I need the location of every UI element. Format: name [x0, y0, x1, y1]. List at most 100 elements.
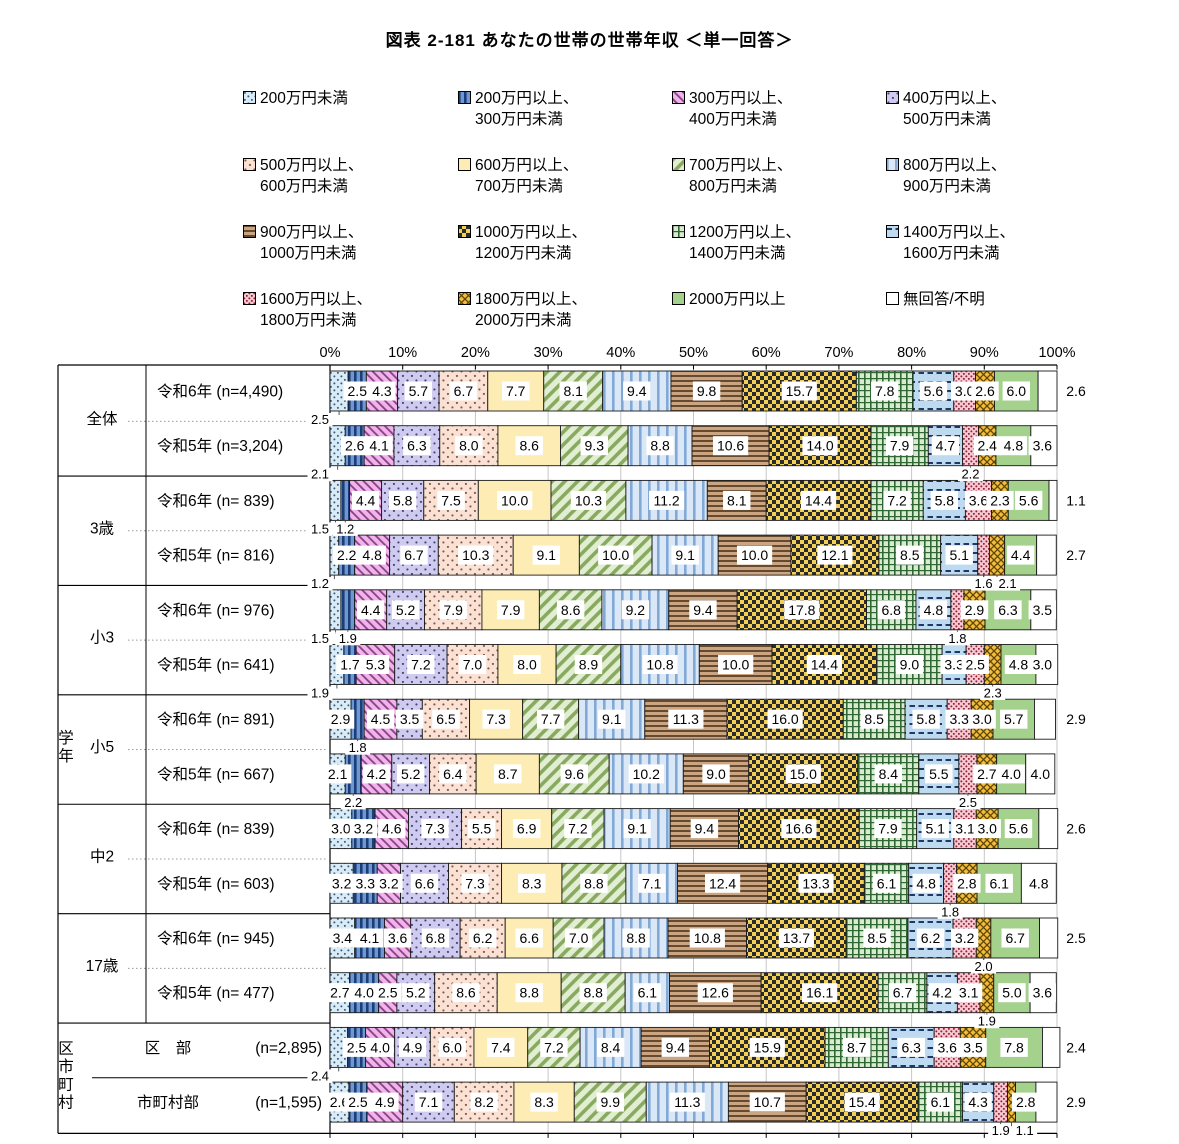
svg-text:1.9: 1.9 — [978, 1014, 996, 1029]
svg-text:12.4: 12.4 — [709, 875, 736, 891]
svg-text:3.0: 3.0 — [331, 821, 351, 837]
svg-text:50%: 50% — [679, 345, 708, 361]
svg-text:3歳: 3歳 — [90, 519, 114, 537]
svg-text:令和6年 (n=4,490): 令和6年 (n=4,490) — [157, 383, 283, 401]
legend-item: 1000万円以上、 1200万円未満 — [458, 222, 672, 264]
bar-segment — [1048, 479, 1058, 521]
svg-text:1.7: 1.7 — [340, 657, 360, 673]
svg-text:9.1: 9.1 — [537, 547, 557, 563]
svg-text:8.3: 8.3 — [522, 875, 542, 891]
svg-text:1.5: 1.5 — [311, 631, 329, 646]
svg-text:9.0: 9.0 — [900, 657, 920, 673]
bar-segment — [340, 589, 356, 631]
svg-text:4.0: 4.0 — [1031, 766, 1051, 782]
table-borders — [57, 364, 1058, 1138]
bar-segment — [1039, 917, 1059, 959]
svg-text:7.8: 7.8 — [1004, 1039, 1024, 1055]
svg-text:2.9: 2.9 — [1066, 1094, 1086, 1110]
svg-text:8.8: 8.8 — [626, 930, 646, 946]
svg-text:4.4: 4.4 — [361, 602, 381, 618]
bar-segment — [1036, 534, 1057, 576]
svg-text:13.7: 13.7 — [783, 930, 810, 946]
svg-text:4.8: 4.8 — [1004, 438, 1024, 454]
svg-text:2.1: 2.1 — [328, 766, 348, 782]
svg-text:8.6: 8.6 — [519, 438, 539, 454]
svg-text:9.4: 9.4 — [627, 383, 647, 399]
svg-text:8.3: 8.3 — [534, 1094, 554, 1110]
svg-text:9.1: 9.1 — [627, 821, 647, 837]
svg-text:6.2: 6.2 — [921, 930, 941, 946]
svg-text:17.8: 17.8 — [788, 602, 815, 618]
svg-text:10.3: 10.3 — [462, 547, 489, 563]
svg-text:7.7: 7.7 — [541, 711, 561, 727]
svg-text:3.4: 3.4 — [333, 930, 353, 946]
svg-text:3.1: 3.1 — [955, 821, 975, 837]
svg-text:10.8: 10.8 — [646, 657, 673, 673]
svg-text:9.8: 9.8 — [697, 383, 717, 399]
legend-item: 200万円以上、 300万円未満 — [458, 88, 672, 130]
svg-text:8.4: 8.4 — [601, 1039, 621, 1055]
svg-text:4.8: 4.8 — [916, 875, 936, 891]
legend-swatch-icon — [458, 91, 471, 104]
svg-text:9.9: 9.9 — [601, 1094, 621, 1110]
svg-text:3.5: 3.5 — [400, 711, 420, 727]
svg-text:13.3: 13.3 — [802, 875, 829, 891]
svg-text:6.3: 6.3 — [902, 1039, 922, 1055]
legend-label: 900万円以上、 1000万円未満 — [260, 224, 364, 262]
svg-text:3.6: 3.6 — [1033, 438, 1053, 454]
legend-item: 1800万円以上、 2000万円未満 — [458, 289, 672, 331]
bar-segment — [340, 479, 351, 521]
svg-text:5.8: 5.8 — [916, 711, 936, 727]
svg-text:町: 町 — [58, 1076, 74, 1093]
svg-text:10.8: 10.8 — [694, 930, 721, 946]
legend-item: 無回答/不明 — [886, 289, 1102, 331]
svg-text:1.9: 1.9 — [311, 686, 329, 701]
bar-segment — [329, 589, 342, 631]
legend-swatch-icon — [458, 292, 471, 305]
svg-text:1.9: 1.9 — [339, 631, 357, 646]
svg-text:5.6: 5.6 — [924, 383, 944, 399]
svg-text:7.0: 7.0 — [463, 657, 483, 673]
svg-text:3.0: 3.0 — [977, 821, 997, 837]
legend-item: 600万円以上、 700万円未満 — [458, 155, 672, 197]
svg-text:2.4: 2.4 — [977, 438, 997, 454]
svg-text:10%: 10% — [388, 345, 417, 361]
svg-text:3.5: 3.5 — [1033, 602, 1053, 618]
svg-text:5.6: 5.6 — [1009, 821, 1029, 837]
svg-text:6.3: 6.3 — [998, 602, 1018, 618]
svg-text:8.8: 8.8 — [583, 985, 603, 1001]
legend-item: 700万円以上、 800万円未満 — [672, 155, 886, 197]
svg-text:1.5: 1.5 — [311, 521, 329, 536]
legend-swatch-icon — [243, 91, 256, 104]
svg-text:9.3: 9.3 — [585, 438, 605, 454]
svg-text:小5: 小5 — [90, 738, 114, 756]
svg-text:2.4: 2.4 — [311, 1068, 329, 1083]
bar-segment — [907, 917, 954, 959]
svg-text:6.1: 6.1 — [931, 1094, 951, 1110]
svg-text:6.3: 6.3 — [407, 438, 427, 454]
svg-text:2.5: 2.5 — [1066, 930, 1086, 946]
svg-text:4.6: 4.6 — [382, 821, 402, 837]
legend-label: 600万円以上、 700万円未満 — [475, 157, 579, 195]
svg-text:5.5: 5.5 — [929, 766, 949, 782]
svg-text:10.0: 10.0 — [741, 547, 768, 563]
legend-label: 1600万円以上、 1800万円未満 — [260, 291, 372, 329]
svg-text:8.0: 8.0 — [517, 657, 537, 673]
svg-text:9.4: 9.4 — [693, 602, 713, 618]
svg-text:中2: 中2 — [90, 847, 114, 865]
svg-text:3.2: 3.2 — [354, 821, 374, 837]
svg-text:9.6: 9.6 — [565, 766, 585, 782]
bars — [329, 370, 1061, 1123]
svg-text:7.3: 7.3 — [425, 821, 445, 837]
svg-text:3.3: 3.3 — [356, 875, 376, 891]
svg-text:3.3: 3.3 — [944, 657, 964, 673]
svg-text:6.2: 6.2 — [473, 930, 493, 946]
svg-text:2.5: 2.5 — [378, 985, 398, 1001]
svg-text:7.2: 7.2 — [544, 1039, 564, 1055]
svg-text:1.2: 1.2 — [311, 576, 329, 591]
svg-text:1.1: 1.1 — [1066, 492, 1086, 508]
svg-text:11.3: 11.3 — [673, 711, 699, 727]
svg-text:8.0: 8.0 — [459, 438, 479, 454]
